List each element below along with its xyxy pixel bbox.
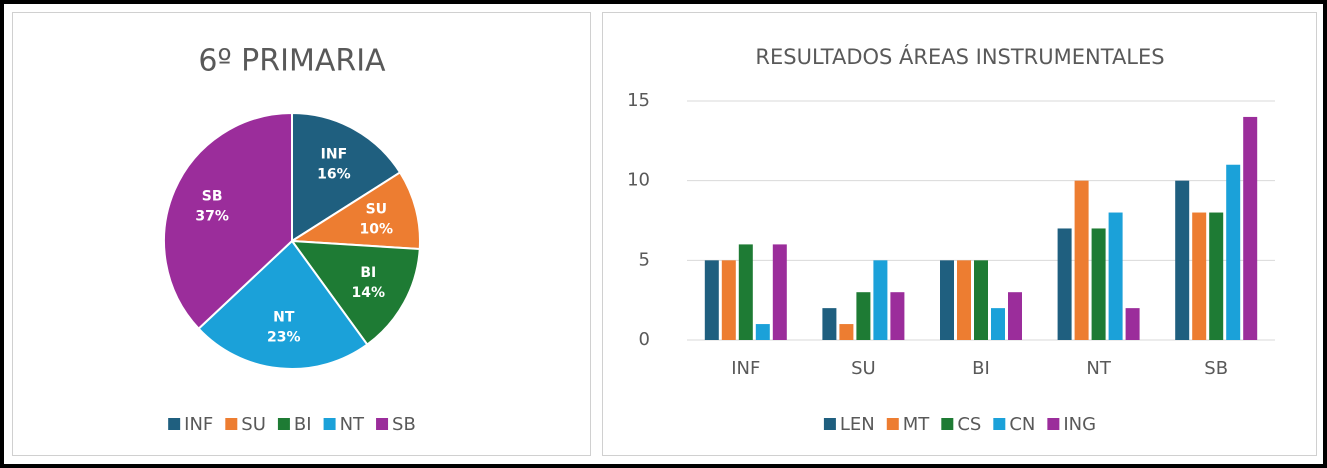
slice-label: 10% [360, 221, 394, 237]
bar [974, 260, 988, 340]
bar [856, 292, 871, 340]
bar [1243, 116, 1258, 340]
bar [1074, 180, 1089, 340]
x-tick-label: BI [972, 358, 990, 379]
bar [1175, 180, 1190, 340]
bar [1057, 228, 1072, 340]
x-tick-label: SU [851, 358, 876, 379]
slice-label: 16% [317, 167, 351, 183]
bar [755, 324, 770, 340]
y-tick-label: 10 [627, 170, 650, 191]
bar [873, 260, 888, 340]
legend-swatch [941, 418, 954, 430]
slice-category: INF [321, 147, 348, 163]
legend-swatch [1047, 418, 1060, 430]
slice-category: SU [366, 201, 387, 217]
legend-label: NT [340, 414, 365, 435]
bar [991, 308, 1005, 340]
bar [1091, 228, 1106, 340]
bar [738, 244, 753, 340]
slice-category: NT [273, 310, 295, 326]
x-tick-label: NT [1086, 358, 1111, 379]
legend-swatch [886, 418, 899, 430]
slice-label: 37% [195, 208, 229, 224]
y-tick-label: 5 [639, 249, 650, 270]
bar [940, 260, 954, 340]
bar [1108, 212, 1123, 340]
legend-label: SU [241, 414, 266, 435]
pie-slice [288, 171, 421, 251]
legend-label: SB [392, 414, 416, 435]
pie-slice [291, 111, 402, 243]
x-tick-label: INF [731, 358, 760, 379]
slice-category: SB [202, 188, 223, 204]
bar [957, 260, 971, 340]
legend-label: LEN [840, 414, 875, 435]
y-tick-label: 0 [639, 329, 650, 350]
slice-category: BI [360, 265, 376, 281]
legend-swatch [823, 418, 836, 430]
pie-slice [163, 111, 293, 331]
bar [721, 260, 736, 340]
legend-swatch [168, 418, 181, 430]
bar [1209, 212, 1224, 340]
bar [772, 244, 787, 340]
legend-swatch [225, 418, 238, 430]
pie-slice [197, 239, 369, 370]
pie-slice [289, 239, 421, 346]
bar [1008, 292, 1022, 340]
legend-swatch [993, 418, 1006, 430]
slice-label: 23% [267, 330, 301, 346]
y-tick-label: 15 [627, 90, 650, 111]
legend-swatch [376, 418, 389, 430]
legend-label: BI [294, 414, 312, 435]
x-tick-label: SB [1204, 358, 1228, 379]
bar [822, 308, 837, 340]
legend-swatch [323, 418, 336, 430]
slice-label: 14% [352, 285, 386, 301]
legend-swatch [277, 418, 290, 430]
bar-title: RESULTADOS ÁREAS INSTRUMENTALES [755, 44, 1164, 69]
legend-label: MT [903, 414, 931, 435]
bar [704, 260, 719, 340]
pie-title: 6º PRIMARIA [198, 44, 386, 79]
bar [1192, 212, 1207, 340]
bar [1125, 308, 1140, 340]
legend-label: CS [957, 414, 981, 435]
bar [890, 292, 905, 340]
legend-label: CN [1009, 414, 1035, 435]
bar [839, 324, 854, 340]
legend-label: INF [184, 414, 213, 435]
bar [1226, 164, 1241, 340]
legend-label: ING [1063, 414, 1096, 435]
